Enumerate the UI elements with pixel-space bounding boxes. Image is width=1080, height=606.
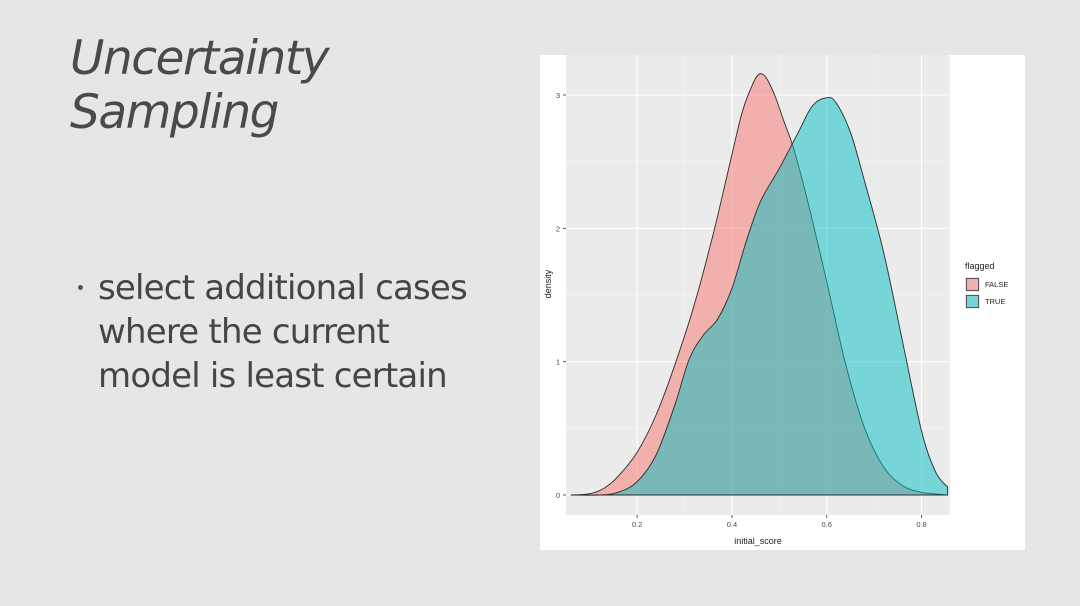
legend-key xyxy=(965,277,980,292)
legend-item-false: FALSE xyxy=(965,276,1008,293)
x-tick-label: 0.8 xyxy=(916,520,926,529)
x-tick-label: 0.2 xyxy=(632,520,642,529)
legend-swatch-false xyxy=(966,278,979,291)
slide-title-line-1: Uncertainty xyxy=(70,31,330,86)
chart-svg: 0.2 0.4 0.6 0.8 0 1 2 3 initial_score density xyxy=(543,55,950,546)
y-tick-label: 2 xyxy=(556,224,560,233)
bullet-dot-icon xyxy=(78,285,83,290)
bullet-list: select additional cases where the curren… xyxy=(74,266,494,398)
legend-key xyxy=(965,294,980,309)
x-tick-label: 0.4 xyxy=(727,520,737,529)
density-chart: 0.2 0.4 0.6 0.8 0 1 2 3 initial_score density f… xyxy=(540,55,1025,550)
slide-title-line-2: Sampling xyxy=(70,85,280,140)
y-tick-label: 3 xyxy=(556,91,560,100)
x-axis-title: initial_score xyxy=(734,536,782,546)
legend-title: flagged xyxy=(965,261,995,271)
legend: flagged FALSE TRUE xyxy=(965,261,1008,310)
y-tick-label: 0 xyxy=(556,491,560,500)
density-area-true xyxy=(570,97,949,496)
y-tick-label: 1 xyxy=(556,358,560,367)
slide-title: Uncertainty Sampling xyxy=(70,31,330,140)
bullet-text: select additional cases where the curren… xyxy=(98,268,468,396)
legend-label-true: TRUE xyxy=(985,297,1006,306)
y-axis-title: density xyxy=(543,269,553,298)
legend-item-true: TRUE xyxy=(965,293,1008,310)
x-tick-label: 0.6 xyxy=(822,520,832,529)
legend-label-false: FALSE xyxy=(985,280,1009,289)
legend-swatch-true xyxy=(966,295,979,308)
bullet-item: select additional cases where the curren… xyxy=(74,266,494,398)
